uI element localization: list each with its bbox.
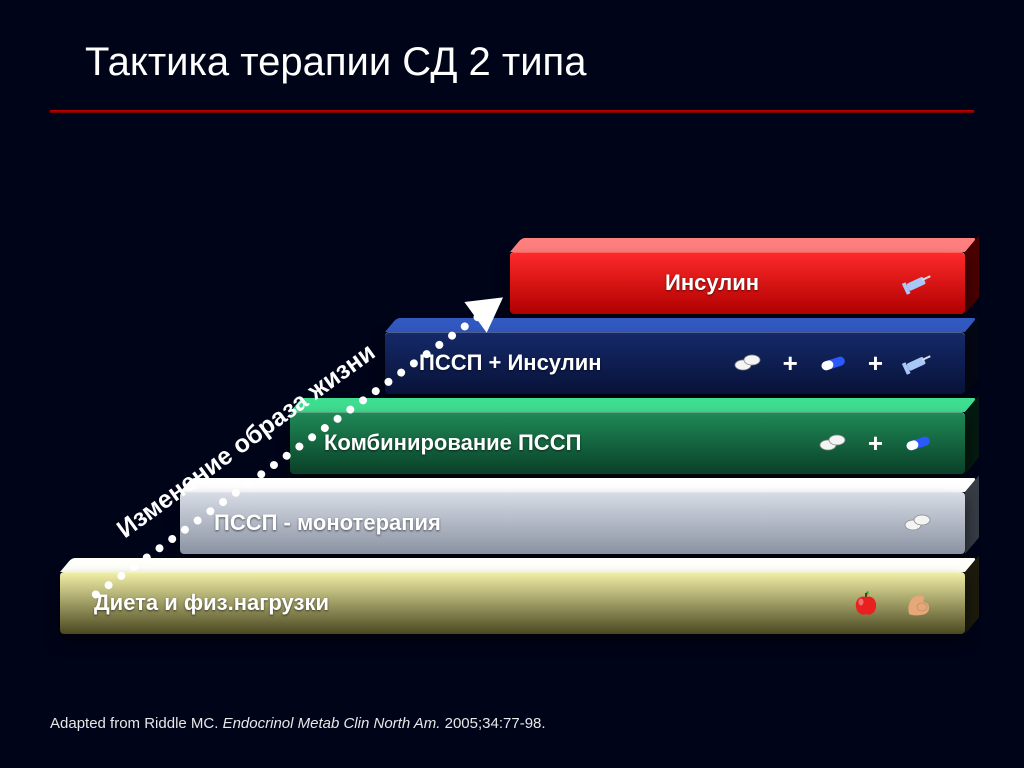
step-1-diet-icons — [849, 588, 965, 618]
title-rule — [50, 110, 974, 113]
apple-icon — [849, 588, 883, 618]
step-4-pssp-insulin-icons: ++ — [731, 348, 965, 379]
step-1-diet-top-face — [60, 558, 977, 572]
plus-icon: + — [783, 348, 798, 379]
pills-icon — [816, 428, 850, 458]
syringe-icon — [901, 348, 935, 378]
step-1-diet: Диета и физ.нагрузки — [60, 572, 965, 634]
step-2-mono-top-face — [180, 478, 977, 492]
plus-icon: + — [868, 348, 883, 379]
step-3-combo-pssp-label: Комбинирование ПССП — [290, 430, 581, 456]
muscle-icon — [901, 588, 935, 618]
step-2-mono-label: ПССП - монотерапия — [180, 510, 441, 536]
step-2-mono-icons — [901, 508, 965, 538]
step-2-mono: ПССП - монотерапия — [180, 492, 965, 554]
pills-icon — [901, 508, 935, 538]
pills-icon — [731, 348, 765, 378]
plus-icon: + — [868, 428, 883, 459]
step-3-combo-pssp-top-face — [290, 398, 977, 412]
capsule-icon — [901, 428, 935, 458]
capsule-icon — [816, 348, 850, 378]
step-4-pssp-insulin: ПССП + Инсулин++ — [385, 332, 965, 394]
step-5-insulin: Инсулин — [510, 252, 965, 314]
step-3-combo-pssp-icons: + — [816, 428, 965, 459]
citation-text: Adapted from Riddle MC. Endocrinol Metab… — [50, 715, 546, 732]
slide-title: Тактика терапии СД 2 типа — [85, 40, 586, 85]
step-5-insulin-label: Инсулин — [510, 270, 759, 296]
step-5-insulin-top-face — [510, 238, 977, 252]
step-5-insulin-icons — [901, 268, 965, 298]
step-3-combo-pssp: Комбинирование ПССП + — [290, 412, 965, 474]
citation-journal: Endocrinol Metab Clin North Am. — [223, 715, 441, 732]
citation-suffix: 2005;34:77-98. — [440, 715, 545, 732]
citation-prefix: Adapted from Riddle MC. — [50, 715, 223, 732]
syringe-icon — [901, 268, 935, 298]
